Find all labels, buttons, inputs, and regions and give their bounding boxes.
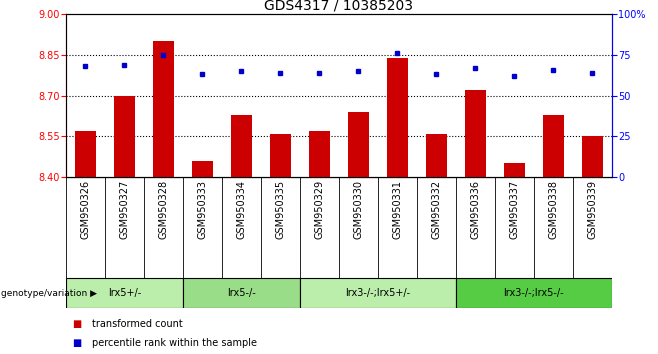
Bar xyxy=(153,41,174,177)
Text: GSM950335: GSM950335 xyxy=(275,180,286,239)
Text: GSM950334: GSM950334 xyxy=(236,180,246,239)
Bar xyxy=(309,131,330,177)
Text: lrx3-/-;lrx5+/-: lrx3-/-;lrx5+/- xyxy=(345,288,411,298)
Bar xyxy=(347,112,369,177)
Text: GSM950339: GSM950339 xyxy=(588,180,597,239)
Bar xyxy=(543,115,564,177)
Text: ■: ■ xyxy=(72,319,82,329)
Text: GSM950332: GSM950332 xyxy=(432,180,442,239)
Text: GSM950330: GSM950330 xyxy=(353,180,363,239)
Bar xyxy=(183,278,300,308)
Text: GSM950329: GSM950329 xyxy=(315,180,324,239)
Bar xyxy=(191,161,213,177)
Text: GSM950328: GSM950328 xyxy=(159,180,168,239)
Bar xyxy=(503,164,525,177)
Bar xyxy=(465,90,486,177)
Text: lrx5+/-: lrx5+/- xyxy=(108,288,141,298)
Title: GDS4317 / 10385203: GDS4317 / 10385203 xyxy=(265,0,413,13)
Text: lrx5-/-: lrx5-/- xyxy=(227,288,256,298)
Bar xyxy=(270,133,291,177)
Bar xyxy=(74,131,96,177)
Bar xyxy=(387,58,408,177)
Bar xyxy=(300,278,456,308)
Bar xyxy=(230,115,252,177)
Text: GSM950331: GSM950331 xyxy=(392,180,403,239)
Bar xyxy=(456,278,612,308)
Text: GSM950326: GSM950326 xyxy=(80,180,90,239)
Bar xyxy=(114,96,135,177)
Bar xyxy=(66,278,183,308)
Text: GSM950327: GSM950327 xyxy=(119,180,130,239)
Text: percentile rank within the sample: percentile rank within the sample xyxy=(92,338,257,348)
Text: GSM950333: GSM950333 xyxy=(197,180,207,239)
Text: ■: ■ xyxy=(72,338,82,348)
Text: transformed count: transformed count xyxy=(92,319,183,329)
Text: GSM950336: GSM950336 xyxy=(470,180,480,239)
Text: lrx3-/-;lrx5-/-: lrx3-/-;lrx5-/- xyxy=(503,288,564,298)
Text: GSM950337: GSM950337 xyxy=(509,180,519,239)
Text: GSM950338: GSM950338 xyxy=(548,180,559,239)
Bar xyxy=(582,136,603,177)
Text: genotype/variation ▶: genotype/variation ▶ xyxy=(1,289,97,298)
Bar xyxy=(426,133,447,177)
